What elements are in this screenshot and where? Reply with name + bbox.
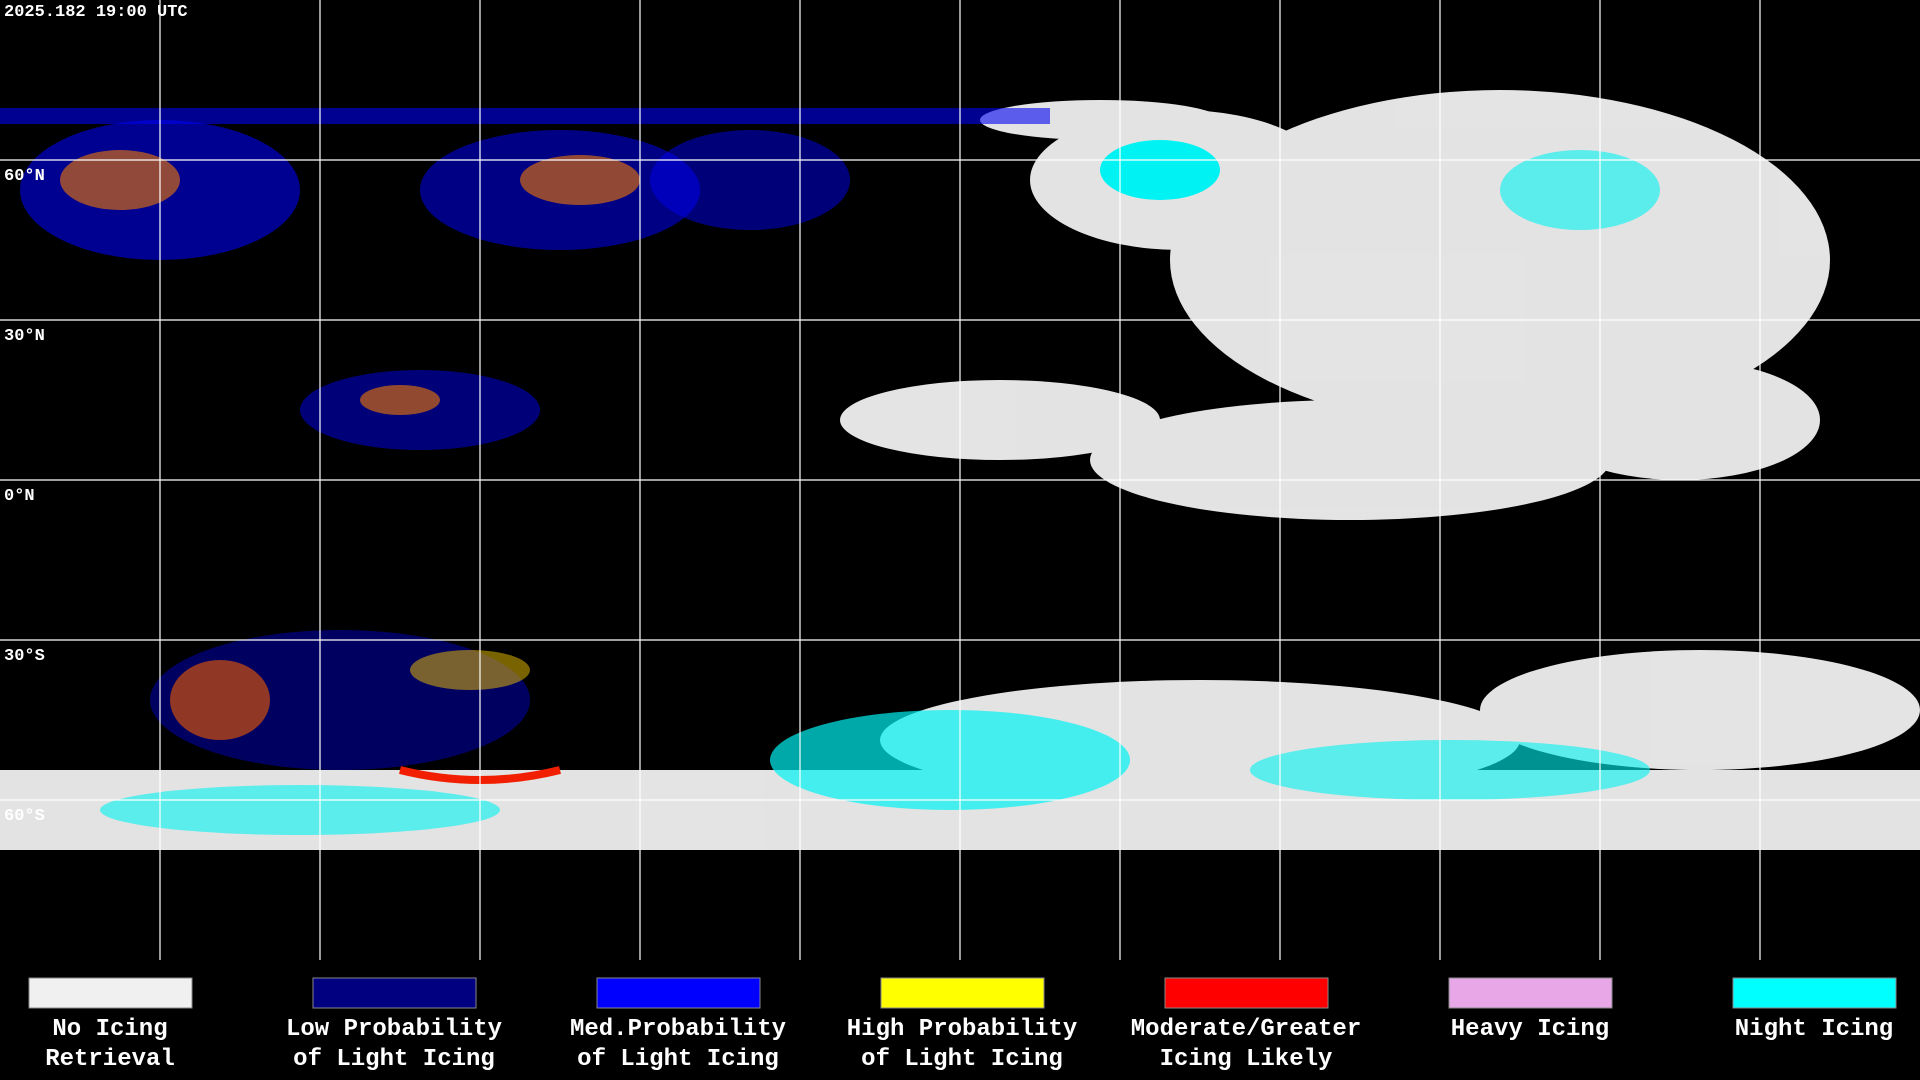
legend-label: Low Probability — [286, 1016, 502, 1043]
legend-swatch — [1448, 977, 1613, 1009]
icing-field — [60, 150, 180, 210]
legend-label: of Light Icing — [577, 1046, 779, 1073]
legend-swatch — [1732, 977, 1897, 1009]
legend-label: No Icing — [52, 1016, 167, 1043]
latitude-label: 30°S — [4, 647, 45, 666]
legend-label: Icing Likely — [1160, 1046, 1333, 1073]
icing-field — [410, 650, 530, 690]
cloud-field — [1540, 360, 1820, 480]
cloud-field — [1100, 140, 1220, 200]
cloud-field — [1480, 650, 1920, 770]
legend-label: Retrieval — [45, 1046, 175, 1073]
cloud-field — [840, 380, 1160, 460]
legend-swatch — [312, 977, 477, 1009]
latitude-label: 60°S — [4, 807, 45, 826]
graticule — [0, 0, 1920, 960]
cloud-field — [1250, 740, 1650, 800]
cloud-field — [1500, 150, 1660, 230]
latitude-label: 30°N — [4, 327, 45, 346]
legend-label: of Light Icing — [293, 1046, 495, 1073]
legend-label: High Probability — [847, 1016, 1077, 1043]
timestamp: 2025.182 19:00 UTC — [4, 3, 188, 22]
latitude-label: 0°N — [4, 487, 35, 506]
icing-field — [0, 108, 1050, 124]
icing-field — [650, 130, 850, 230]
latitude-labels: 60°N 30°N 0°N 30°S 60°S — [4, 167, 45, 826]
latitude-label: 60°N — [4, 167, 45, 186]
cloud-field — [770, 710, 1130, 810]
legend-label: Heavy Icing — [1451, 1016, 1609, 1043]
icing-field — [170, 660, 270, 740]
legend-label: Moderate/Greater — [1131, 1016, 1361, 1043]
legend-swatch — [1164, 977, 1329, 1009]
cloud-field — [1170, 90, 1830, 430]
legend-swatch — [880, 977, 1045, 1009]
legend: No Icing Retrieval Low Probability of Light… — [28, 977, 1897, 1073]
cloud-field — [100, 785, 500, 835]
legend-swatch — [28, 977, 193, 1009]
icing-field — [520, 155, 640, 205]
legend-label: of Light Icing — [861, 1046, 1063, 1073]
legend-label: Night Icing — [1735, 1016, 1893, 1043]
cloud-field — [1090, 400, 1610, 520]
icing-field — [150, 630, 530, 770]
icing-field — [360, 385, 440, 415]
legend-label: Med.Probability — [570, 1016, 786, 1043]
legend-swatch — [596, 977, 761, 1009]
